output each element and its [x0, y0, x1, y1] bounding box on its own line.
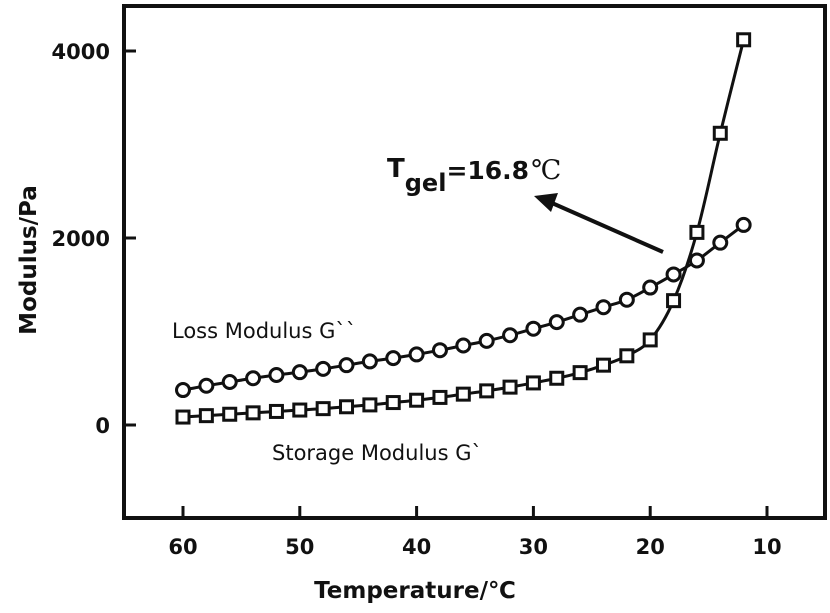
square-marker-icon: [339, 399, 355, 415]
square-marker-icon: [689, 224, 705, 240]
circle-marker-icon: [245, 370, 262, 387]
square-marker-icon: [268, 403, 284, 419]
tgel-unit: ℃: [531, 155, 561, 186]
square-marker-icon: [619, 348, 635, 364]
y-tick-label: 4000: [52, 40, 110, 64]
square-marker-icon: [315, 401, 331, 417]
circle-marker-icon: [735, 216, 752, 233]
circle-marker-icon: [338, 357, 355, 374]
square-marker-icon: [595, 357, 611, 373]
tgel-subscript: gel: [405, 169, 447, 197]
circle-marker-icon: [385, 350, 402, 367]
plot-frame: [122, 4, 827, 520]
x-tick-label: 60: [168, 535, 197, 559]
square-marker-icon: [292, 402, 308, 418]
circle-marker-icon: [548, 314, 565, 331]
y-axis-ticks: 0 2000 4000: [52, 40, 136, 438]
series-lines: [182, 39, 746, 419]
square-marker-icon: [525, 375, 541, 391]
square-marker-icon: [572, 365, 588, 381]
circle-marker-icon: [572, 306, 589, 323]
circle-marker-icon: [642, 279, 659, 296]
x-tick-label: 30: [519, 535, 548, 559]
loss-modulus-label: Loss Modulus G``: [172, 319, 356, 343]
circle-marker-icon: [455, 337, 472, 354]
square-marker-icon: [666, 293, 682, 309]
storage-modulus-label: Storage Modulus G`: [272, 441, 482, 465]
square-marker-icon: [409, 392, 425, 408]
circle-marker-icon: [198, 377, 215, 394]
x-axis-title: Temperature/℃: [314, 578, 516, 604]
y-axis-title: Modulus/Pa: [16, 185, 42, 335]
circle-marker-icon: [268, 366, 285, 383]
circle-marker-icon: [361, 353, 378, 370]
square-marker-icon: [479, 383, 495, 399]
square-marker-icon: [175, 409, 191, 425]
circle-marker-icon: [665, 266, 682, 283]
circle-marker-icon: [315, 360, 332, 377]
y-tick-label: 2000: [52, 227, 110, 251]
x-tick-label: 50: [285, 535, 314, 559]
square-marker-icon: [222, 406, 238, 422]
x-tick-label: 20: [636, 535, 665, 559]
series-markers: [175, 32, 752, 425]
circle-marker-icon: [291, 364, 308, 381]
circle-marker-icon: [595, 299, 612, 316]
tgel-annotation: Tgel=16.8℃: [387, 154, 561, 197]
tgel-arrow: [534, 193, 664, 254]
circle-marker-icon: [431, 342, 448, 359]
circle-marker-icon: [502, 327, 519, 344]
y-tick-label: 0: [95, 414, 110, 438]
square-marker-icon: [432, 389, 448, 405]
circle-marker-icon: [221, 373, 238, 390]
tgel-value: =16.8: [446, 156, 529, 185]
circle-marker-icon: [712, 234, 729, 251]
square-marker-icon: [642, 332, 658, 348]
circle-marker-icon: [618, 291, 635, 308]
x-tick-label: 10: [752, 535, 781, 559]
x-tick-label: 40: [402, 535, 431, 559]
square-marker-icon: [712, 125, 728, 141]
square-marker-icon: [549, 370, 565, 386]
square-marker-icon: [198, 408, 214, 424]
square-marker-icon: [502, 379, 518, 395]
circle-marker-icon: [525, 320, 542, 337]
storage-modulus-line: [182, 39, 746, 419]
square-marker-icon: [736, 32, 752, 48]
tgel-symbol: T: [387, 154, 405, 184]
circle-marker-icon: [688, 252, 705, 269]
circle-marker-icon: [478, 332, 495, 349]
circle-marker-icon: [175, 382, 191, 399]
circle-marker-icon: [408, 346, 425, 363]
x-axis-ticks: 60 50 40 30 20 10: [168, 506, 782, 559]
square-marker-icon: [385, 395, 401, 411]
square-marker-icon: [362, 397, 378, 413]
square-marker-icon: [455, 386, 471, 402]
square-marker-icon: [245, 405, 261, 421]
